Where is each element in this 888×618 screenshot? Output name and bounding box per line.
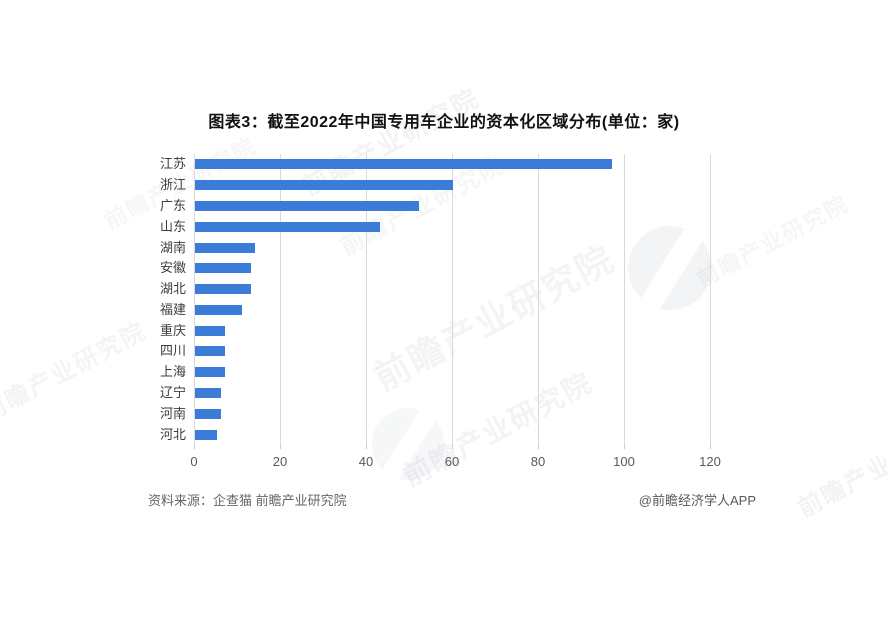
x-tick-label: 20 <box>272 454 288 469</box>
bar-湖南 <box>195 242 256 253</box>
bar-广东 <box>195 200 419 211</box>
x-tick-label: 60 <box>444 454 460 469</box>
bar-重庆 <box>195 325 226 336</box>
qianzhan-logo-watermark-icon <box>372 408 444 480</box>
bar-安徽 <box>195 263 251 274</box>
category-label: 江苏 <box>159 156 186 172</box>
category-label: 河北 <box>159 426 186 442</box>
gridline-x-80 <box>538 154 539 445</box>
bar-四川 <box>195 346 226 357</box>
gridline-x-0 <box>194 154 195 445</box>
bar-河北 <box>195 429 217 440</box>
category-label: 湖北 <box>159 281 186 297</box>
category-label: 福建 <box>159 301 186 317</box>
x-tick-label: 100 <box>613 454 635 469</box>
gridline-x-20 <box>280 154 281 445</box>
category-label: 重庆 <box>159 322 186 338</box>
bar-福建 <box>195 304 243 315</box>
credit-note: @前瞻经济学人APP <box>638 493 756 508</box>
bar-辽宁 <box>195 388 221 399</box>
x-tick-label: 0 <box>190 454 198 469</box>
category-label: 上海 <box>159 364 186 380</box>
gridline-x-60 <box>452 154 453 445</box>
bar-湖北 <box>195 284 251 295</box>
category-label: 湖南 <box>159 239 186 255</box>
x-tick-label: 40 <box>358 454 374 469</box>
category-label: 河南 <box>159 405 186 421</box>
tick-mark-x-40 <box>366 445 367 449</box>
tick-mark-x-80 <box>538 445 539 449</box>
tick-mark-x-0 <box>194 445 195 449</box>
bar-上海 <box>195 367 226 378</box>
category-label: 辽宁 <box>159 385 186 401</box>
gridline-x-120 <box>710 154 711 445</box>
source-note: 资料来源：企查猫 前瞻产业研究院 <box>148 493 347 508</box>
tick-mark-x-60 <box>452 445 453 449</box>
tick-mark-x-100 <box>624 445 625 449</box>
x-tick-label: 120 <box>699 454 721 469</box>
watermark-text: 前瞻产业研究院 <box>692 190 853 292</box>
watermark-text: 前瞻产业研究院 <box>793 413 888 523</box>
gridline-x-100 <box>624 154 625 445</box>
category-label: 广东 <box>159 197 186 213</box>
qianzhan-logo-watermark-icon <box>628 226 712 310</box>
bar-浙江 <box>195 180 453 191</box>
chart-title: 图表3：截至2022年中国专用车企业的资本化区域分布(单位：家) <box>208 114 680 131</box>
gridline-x-40 <box>366 154 367 445</box>
bar-山东 <box>195 221 380 232</box>
category-label: 四川 <box>159 343 186 359</box>
category-label: 浙江 <box>159 177 186 193</box>
bar-江苏 <box>195 159 613 170</box>
tick-mark-x-120 <box>710 445 711 449</box>
category-label: 山东 <box>159 218 186 234</box>
bar-河南 <box>195 408 221 419</box>
tick-mark-x-20 <box>280 445 281 449</box>
x-tick-label: 80 <box>530 454 546 469</box>
category-label: 安徽 <box>159 260 186 276</box>
watermark-text: 前瞻产业研究院 <box>367 237 622 399</box>
watermark-text: 前瞻产业研究院 <box>397 366 598 493</box>
